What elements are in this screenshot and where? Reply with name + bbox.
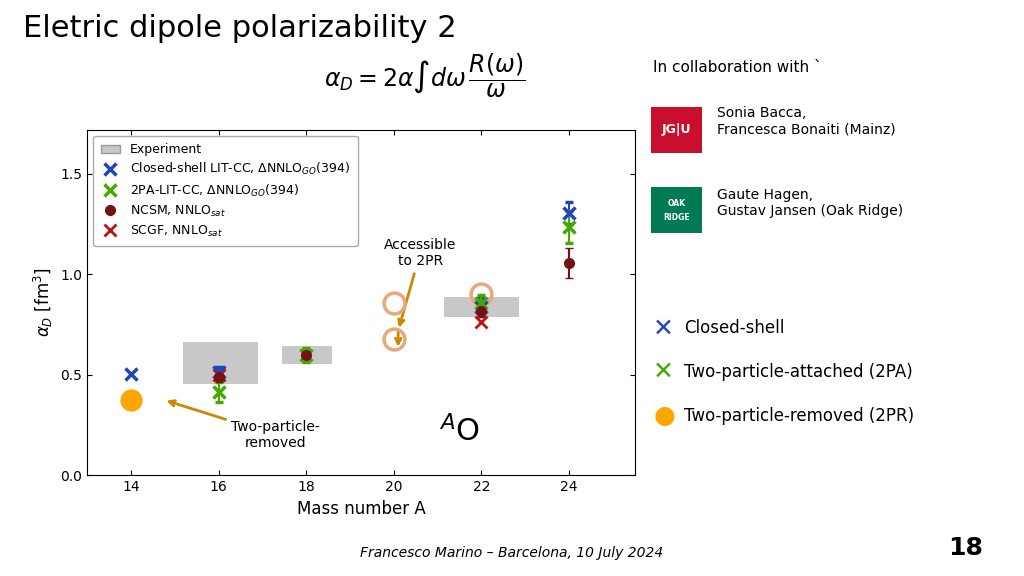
Text: $\alpha_D = 2\alpha \int d\omega \, \dfrac{R(\omega)}{\omega}$: $\alpha_D = 2\alpha \int d\omega \, \dfr… [325, 52, 525, 100]
Text: Sonia Bacca,
Francesca Bonaiti (Mainz): Sonia Bacca, Francesca Bonaiti (Mainz) [717, 106, 895, 136]
Text: RIDGE: RIDGE [664, 213, 690, 222]
Text: JG|U: JG|U [663, 123, 691, 136]
Text: OAK: OAK [668, 199, 686, 208]
Bar [183, 342, 258, 384]
Bar [444, 297, 519, 317]
Text: ✕: ✕ [653, 359, 675, 384]
Text: Two-particle-removed (2PR): Two-particle-removed (2PR) [684, 407, 914, 425]
X-axis label: Mass number A: Mass number A [297, 499, 425, 518]
Text: In collaboration with `: In collaboration with ` [653, 60, 822, 75]
Text: ✕: ✕ [653, 316, 675, 340]
Text: 18: 18 [948, 536, 983, 560]
Text: Two-particle-attached (2PA): Two-particle-attached (2PA) [684, 362, 912, 381]
Legend: Experiment, Closed-shell LIT-CC, $\Delta$NNLO$_{GO}$(394), 2PA-LIT-CC, $\Delta$N: Experiment, Closed-shell LIT-CC, $\Delta… [93, 136, 357, 247]
Text: Gaute Hagen,
Gustav Jansen (Oak Ridge): Gaute Hagen, Gustav Jansen (Oak Ridge) [717, 188, 903, 218]
Text: $^A$O: $^A$O [439, 415, 480, 447]
Text: Accessible
to 2PR: Accessible to 2PR [384, 238, 457, 325]
Text: Two-particle-
removed: Two-particle- removed [169, 401, 319, 450]
Bar [282, 346, 333, 363]
Text: Eletric dipole polarizability 2: Eletric dipole polarizability 2 [23, 14, 456, 43]
Text: Closed-shell: Closed-shell [684, 319, 784, 338]
Text: Francesco Marino – Barcelona, 10 July 2024: Francesco Marino – Barcelona, 10 July 20… [360, 546, 664, 560]
Text: ●: ● [653, 404, 675, 428]
Y-axis label: $\alpha_D$ [fm$^3$]: $\alpha_D$ [fm$^3$] [32, 268, 54, 337]
